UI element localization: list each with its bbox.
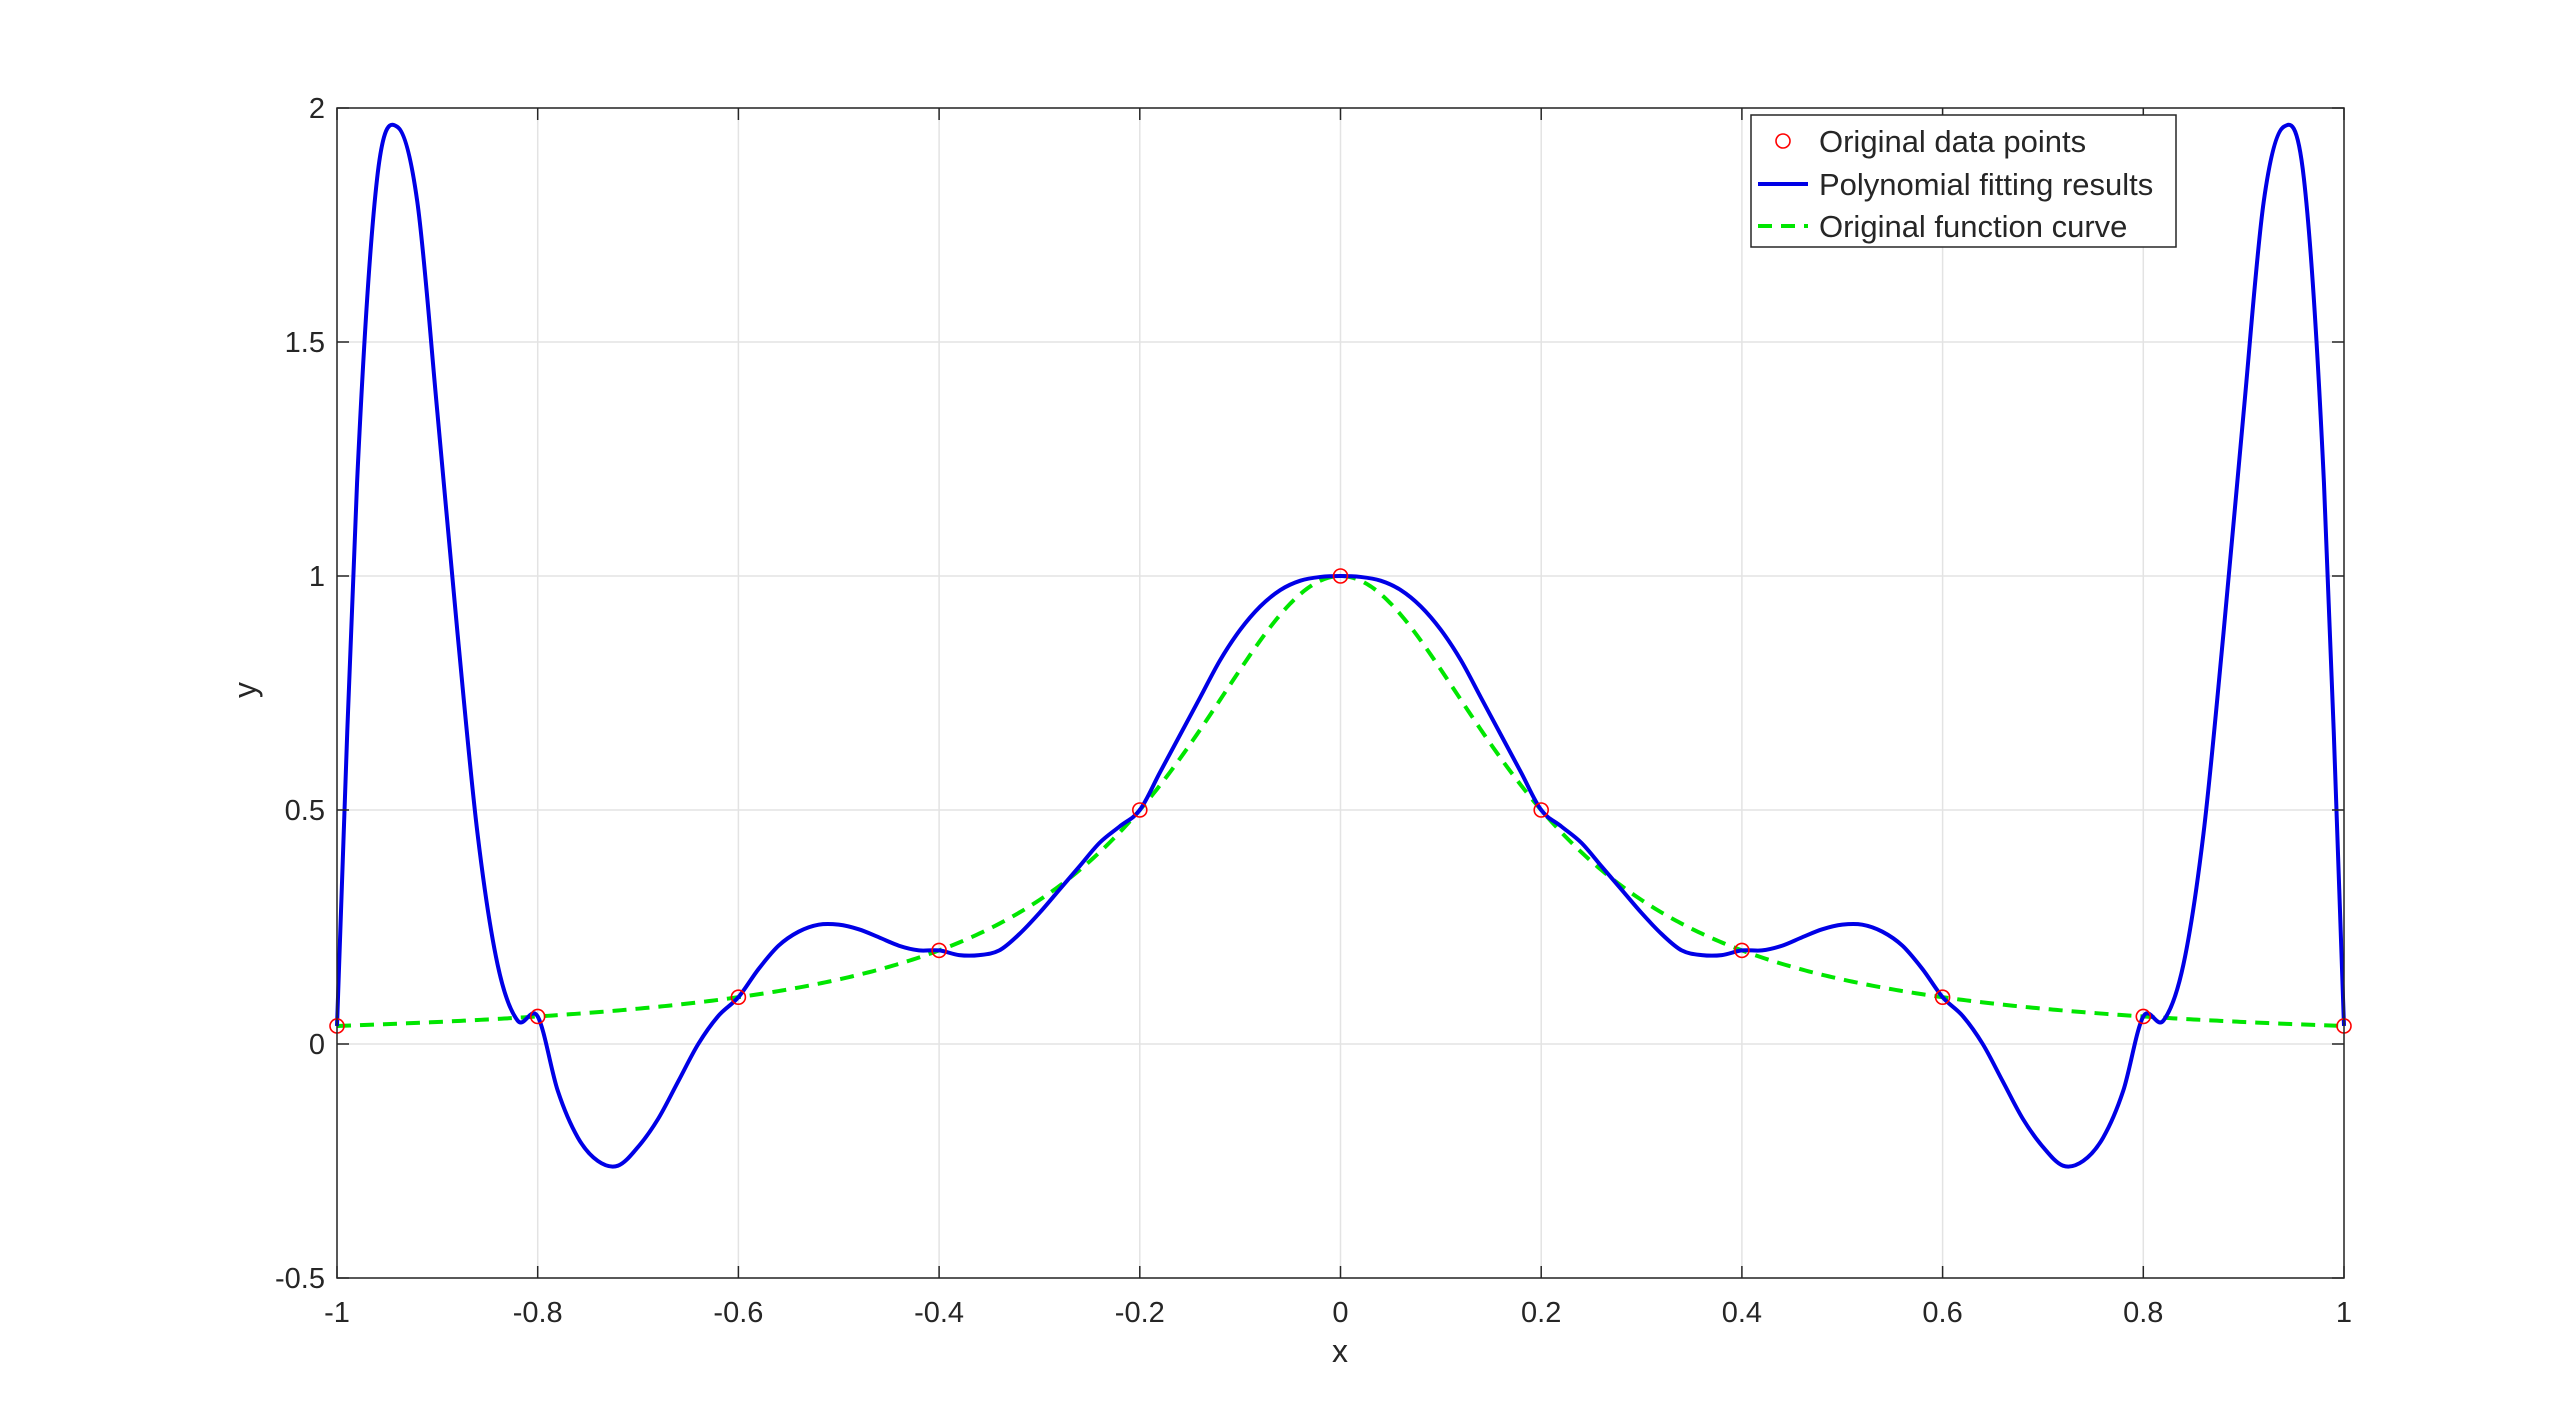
data-point-marker	[2135, 1008, 2152, 1025]
data-point-marker	[1734, 942, 1750, 959]
x-tick-label: 0.6	[1922, 1297, 1962, 1329]
series-original-function-curve	[336, 573, 2345, 1028]
x-tick-label: 0.8	[2123, 1297, 2163, 1329]
data-point-marker	[1533, 802, 1549, 818]
x-tick-label: 1	[2336, 1297, 2352, 1329]
y-tick-label: 0.5	[285, 795, 325, 827]
legend-label-data-points: Original data points	[1819, 124, 2086, 159]
data-point-marker	[1332, 568, 1349, 584]
data-point-marker	[730, 989, 747, 1006]
x-tick-label: -0.2	[1115, 1297, 1165, 1329]
x-tick-label: 0.4	[1722, 1297, 1762, 1329]
data-point-marker	[1934, 989, 1951, 1006]
legend-marker-data-points	[1775, 133, 1791, 149]
x-tick-label: 0	[1332, 1297, 1348, 1329]
data-point-marker	[1132, 802, 1148, 818]
legend-box	[1750, 114, 2177, 248]
data-point-marker	[529, 1008, 546, 1025]
x-axis-label: x	[1332, 1333, 1348, 1369]
series-polynomial-fitting-results	[335, 122, 2346, 1169]
legend-label-original-function: Original function curve	[1819, 209, 2127, 244]
x-tick-label: -0.8	[513, 1297, 563, 1329]
x-tick-label: -0.4	[914, 1297, 964, 1329]
y-axis-label: y	[227, 682, 263, 698]
axis-labels: x y	[227, 682, 1348, 1369]
x-tick-label: -0.6	[713, 1297, 763, 1329]
x-tick-label: -1	[324, 1297, 350, 1329]
y-tick-label: 2	[309, 93, 325, 125]
data-point-marker	[931, 942, 947, 959]
axes: -1 -0.8 -0.6 -0.4 -0.2 0 0.2 0.4 0.6 0.8 1 -0.5 0 0.5…	[275, 93, 2352, 1329]
legend: Original data points Polynomial fitting …	[1750, 114, 2177, 248]
x-tick-label: 0.2	[1521, 1297, 1561, 1329]
legend-label-polynomial: Polynomial fitting results	[1819, 167, 2153, 202]
y-tick-label: 1.5	[285, 327, 325, 359]
y-tick-label: 1	[309, 561, 325, 593]
y-tick-label: 0	[309, 1029, 325, 1061]
y-tick-label: -0.5	[275, 1263, 325, 1295]
